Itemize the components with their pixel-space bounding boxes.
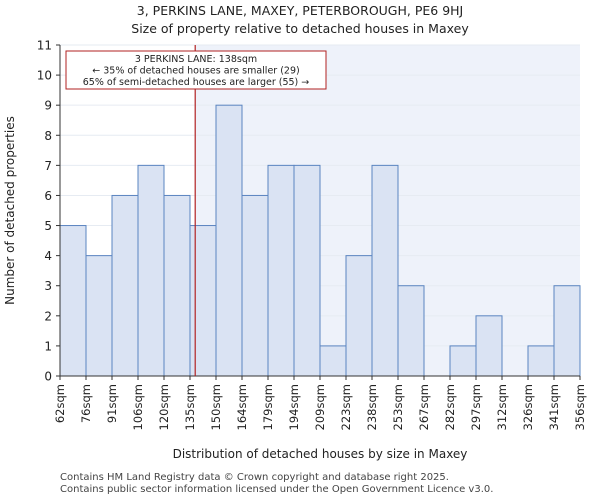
y-tick-label: 9 bbox=[44, 99, 52, 113]
bar-106sqm bbox=[137, 164, 165, 377]
y-tick-label: 7 bbox=[44, 159, 52, 173]
y-tick-label: 2 bbox=[44, 309, 52, 323]
annotation-line-3: 65% of semi-detached houses are larger (… bbox=[83, 77, 310, 88]
y-tick-label: 6 bbox=[44, 189, 52, 203]
bars bbox=[59, 104, 581, 377]
annotation-box: 3 PERKINS LANE: 138sqm ← 35% of detached… bbox=[65, 50, 327, 90]
bar-91sqm bbox=[111, 194, 139, 377]
x-tick-label: 209sqm bbox=[313, 384, 327, 430]
annotation-border bbox=[65, 50, 327, 90]
bar-179sqm bbox=[267, 164, 295, 377]
bar-223sqm bbox=[345, 255, 373, 377]
x-tick-label: 135sqm bbox=[183, 384, 197, 430]
x-tick-label: 282sqm bbox=[443, 384, 457, 430]
bar-282sqm bbox=[449, 345, 477, 377]
x-tick-label: 238sqm bbox=[365, 384, 379, 430]
x-tick-label: 106sqm bbox=[131, 384, 145, 430]
bar-76sqm bbox=[85, 255, 113, 377]
x-tick-label: 356sqm bbox=[573, 384, 587, 430]
bar-164sqm bbox=[241, 194, 269, 377]
x-tick-label: 267sqm bbox=[417, 384, 431, 430]
x-tick-label: 62sqm bbox=[53, 384, 67, 423]
y-tick-label: 11 bbox=[37, 39, 52, 53]
y-tick-label: 1 bbox=[44, 339, 52, 353]
x-tick-label: 179sqm bbox=[261, 384, 275, 430]
y-tick-label: 5 bbox=[44, 219, 52, 233]
footer-line-1: Contains HM Land Registry data © Crown c… bbox=[60, 472, 449, 483]
chart-subtitle: Size of property relative to detached ho… bbox=[131, 21, 469, 36]
x-tick-label: 223sqm bbox=[339, 384, 353, 430]
x-tick-label: 253sqm bbox=[391, 384, 405, 430]
y-tick-labels: 0 1 2 3 4 5 6 7 8 9 10 11 bbox=[37, 39, 60, 384]
x-axis-label: Distribution of detached houses by size … bbox=[173, 447, 468, 461]
annotation-line-2: ← 35% of detached houses are smaller (29… bbox=[92, 66, 299, 77]
annotation-line-1: 3 PERKINS LANE: 138sqm bbox=[135, 54, 257, 65]
footer-line-2: Contains public sector information licen… bbox=[60, 484, 494, 495]
bar-253sqm bbox=[397, 285, 425, 377]
x-tick-label: 120sqm bbox=[157, 384, 171, 430]
chart-title: 3, PERKINS LANE, MAXEY, PETERBOROUGH, PE… bbox=[136, 3, 464, 18]
x-tick-label: 297sqm bbox=[469, 384, 483, 430]
x-tick-label: 194sqm bbox=[287, 384, 301, 430]
bar-150sqm bbox=[215, 104, 243, 377]
x-tick-labels: 62sqm 76sqm 91sqm 106sqm 120sqm 135sqm 150sqm 1… bbox=[53, 376, 587, 430]
y-tick-label: 4 bbox=[44, 249, 52, 263]
x-tick-label: 341sqm bbox=[547, 384, 561, 430]
bar-341sqm bbox=[553, 285, 581, 377]
bar-120sqm bbox=[163, 194, 191, 377]
bar-62sqm bbox=[59, 225, 87, 377]
y-tick-label: 0 bbox=[44, 370, 52, 384]
x-tick-label: 91sqm bbox=[105, 384, 119, 423]
x-tick-label: 164sqm bbox=[235, 384, 249, 430]
y-tick-label: 10 bbox=[37, 69, 52, 83]
x-tick-label: 326sqm bbox=[521, 384, 535, 430]
y-tick-label: 8 bbox=[44, 129, 52, 143]
x-tick-label: 150sqm bbox=[209, 384, 223, 430]
bar-209sqm bbox=[319, 345, 347, 377]
y-tick-label: 3 bbox=[44, 279, 52, 293]
x-tick-label: 76sqm bbox=[79, 384, 93, 423]
bar-135sqm bbox=[189, 225, 217, 377]
x-tick-label: 312sqm bbox=[495, 384, 509, 430]
bar-326sqm bbox=[527, 345, 555, 377]
bar-238sqm bbox=[371, 164, 399, 377]
bar-194sqm bbox=[293, 164, 321, 377]
bar-297sqm bbox=[475, 315, 503, 377]
y-axis-label: Number of detached properties bbox=[3, 116, 17, 305]
